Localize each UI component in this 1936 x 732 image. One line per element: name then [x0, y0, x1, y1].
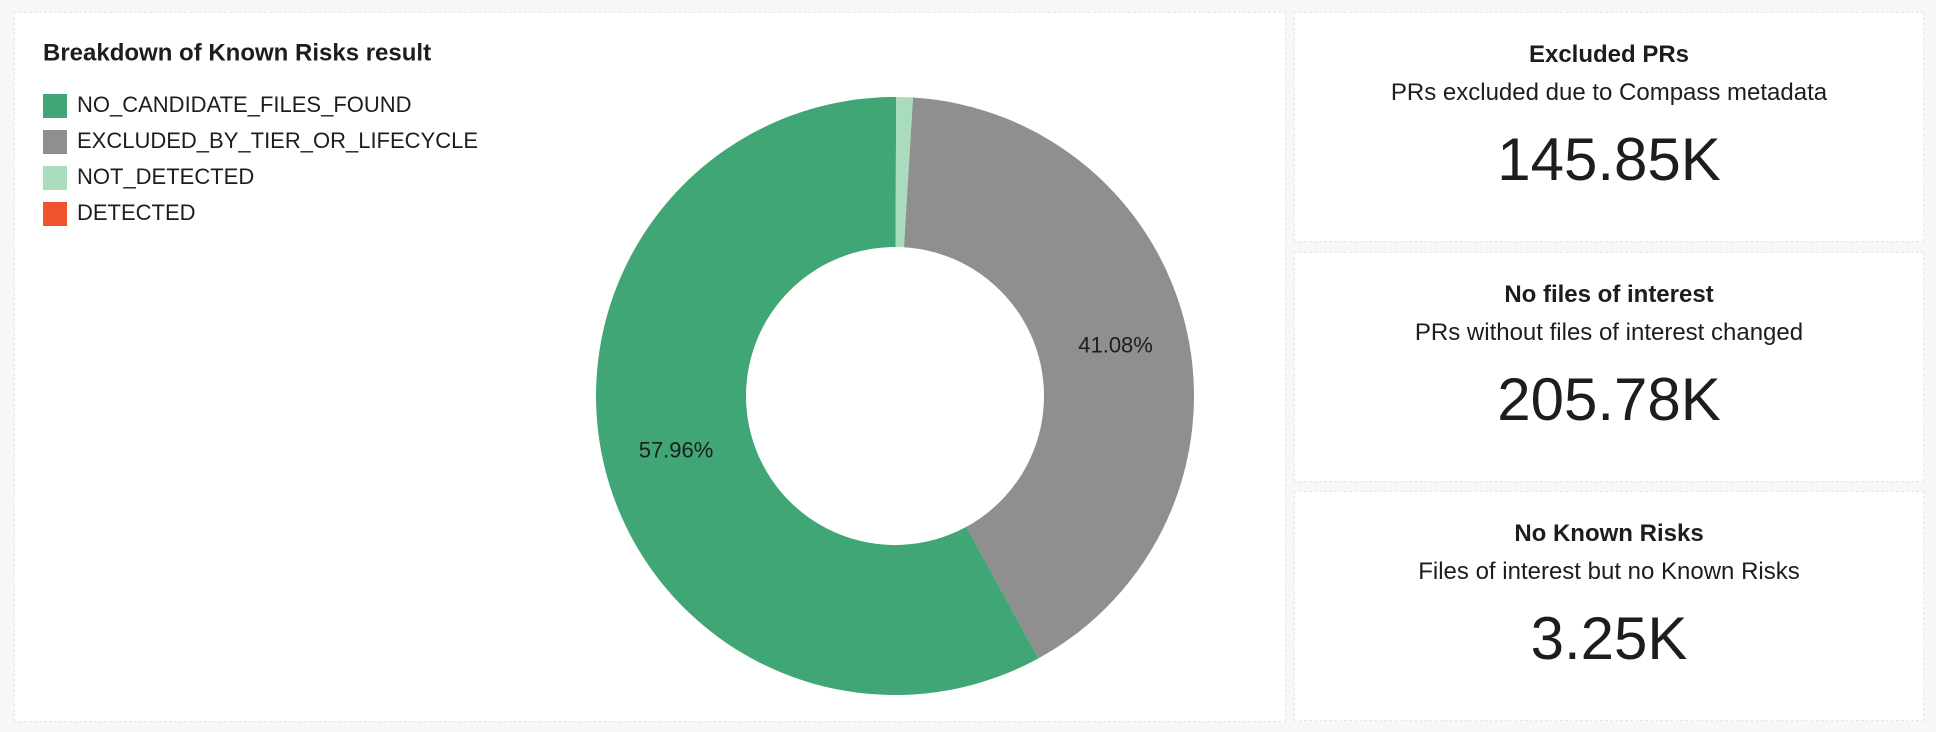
chart-title: Breakdown of Known Risks result — [43, 39, 431, 66]
donut-slice — [903, 97, 1194, 659]
legend-swatch — [43, 94, 67, 118]
legend-label: DETECTED — [77, 200, 196, 225]
slice-label: 41.08% — [1078, 333, 1153, 358]
legend-label: NOT_DETECTED — [77, 164, 254, 189]
legend-swatch — [43, 202, 67, 226]
legend-label: EXCLUDED_BY_TIER_OR_LIFECYCLE — [77, 128, 478, 153]
kpi-title: No files of interest — [1504, 281, 1714, 308]
slice-label: 57.96% — [639, 438, 714, 463]
chart-panel: Breakdown of Known Risks result NO_CANDI… — [14, 12, 1286, 722]
kpi-title: No Known Risks — [1514, 520, 1704, 547]
legend-swatch — [43, 130, 67, 154]
chart: Breakdown of Known Risks result NO_CANDI… — [43, 39, 1194, 696]
kpi-value: 205.78K — [1497, 366, 1721, 433]
kpi-card: No files of interest PRs without files of… — [1294, 252, 1924, 482]
kpi-card: No Known Risks Files of interest but no K… — [1294, 491, 1924, 721]
donut-slice — [895, 97, 897, 248]
kpi-value: 3.25K — [1530, 605, 1688, 672]
legend-swatch — [43, 166, 67, 190]
legend-label: NO_CANDIDATE_FILES_FOUND — [77, 92, 412, 117]
kpi-title: Excluded PRs — [1528, 41, 1690, 68]
donut-slice — [895, 97, 914, 248]
kpi-card: Excluded PRs PRs excluded due to Compass … — [1294, 12, 1924, 242]
donut-slice — [595, 97, 1039, 696]
kpi-subtitle: PRs excluded due to Compass metadata — [1390, 79, 1828, 106]
kpi-subtitle: PRs without files of interest changed — [1414, 319, 1804, 346]
kpi-value: 145.85K — [1497, 126, 1721, 193]
kpi-subtitle: Files of interest but no Known Risks — [1418, 558, 1800, 585]
